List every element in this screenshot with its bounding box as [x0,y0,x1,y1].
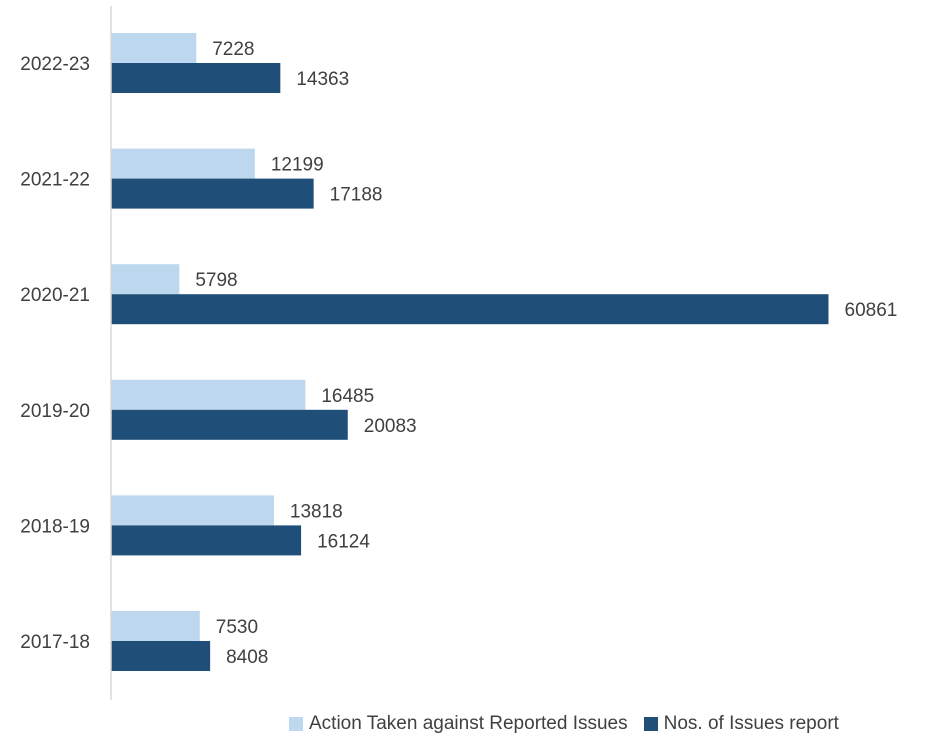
data-label-action-taken: 5798 [195,270,237,291]
data-label-action-taken: 16485 [321,386,374,407]
bar-issues-reported [111,294,829,325]
bar-action-taken [111,148,255,179]
legend-swatch-issues-reported [643,717,658,731]
bar-action-taken [111,264,180,295]
bar-issues-reported [111,63,281,93]
legend: Action Taken against Reported Issues Nos… [289,710,855,738]
legend-swatch-action-taken [289,717,303,731]
legend-item-action-taken: Action Taken against Reported Issues [289,713,628,735]
category-label: 2021-22 [20,170,90,191]
data-label-issues-reported: 8408 [226,647,268,668]
legend-item-issues-reported: Nos. of Issues report [643,713,839,735]
data-label-action-taken: 13818 [290,501,343,522]
data-label-action-taken: 12199 [271,155,324,176]
data-labels-layer: 7228 14363 12199 17188 5798 60861 16485 20083 13… [195,39,897,668]
category-label: 2018-19 [20,516,90,537]
data-label-action-taken: 7228 [212,39,254,60]
data-label-issues-reported: 16124 [317,531,370,552]
category-ticks-layer: 2022-23 2021-22 2020-21 2019-20 2018-19 2017-… [20,54,90,653]
bar-issues-reported [111,178,314,209]
data-label-issues-reported: 60861 [845,300,898,321]
bar-chart: 7228 14363 12199 17188 5798 60861 16485 20083 13… [20,6,897,700]
data-label-action-taken: 7530 [216,617,258,638]
category-label: 2017-18 [20,632,90,653]
data-label-issues-reported: 14363 [296,69,349,90]
category-label: 2020-21 [20,285,90,306]
category-label: 2022-23 [20,54,90,75]
bar-action-taken [111,33,197,63]
category-label: 2019-20 [20,401,90,422]
bar-issues-reported [111,409,348,440]
data-label-issues-reported: 20083 [364,416,417,437]
data-label-issues-reported: 17188 [330,185,383,206]
bars-layer [111,33,829,671]
bar-action-taken [111,495,274,526]
bar-issues-reported [111,641,211,671]
bar-action-taken [111,611,200,641]
bar-issues-reported [111,525,302,556]
legend-label-issues-reported: Nos. of Issues report [663,713,839,734]
bar-action-taken [111,379,306,410]
legend-label-action-taken: Action Taken against Reported Issues [309,713,628,734]
